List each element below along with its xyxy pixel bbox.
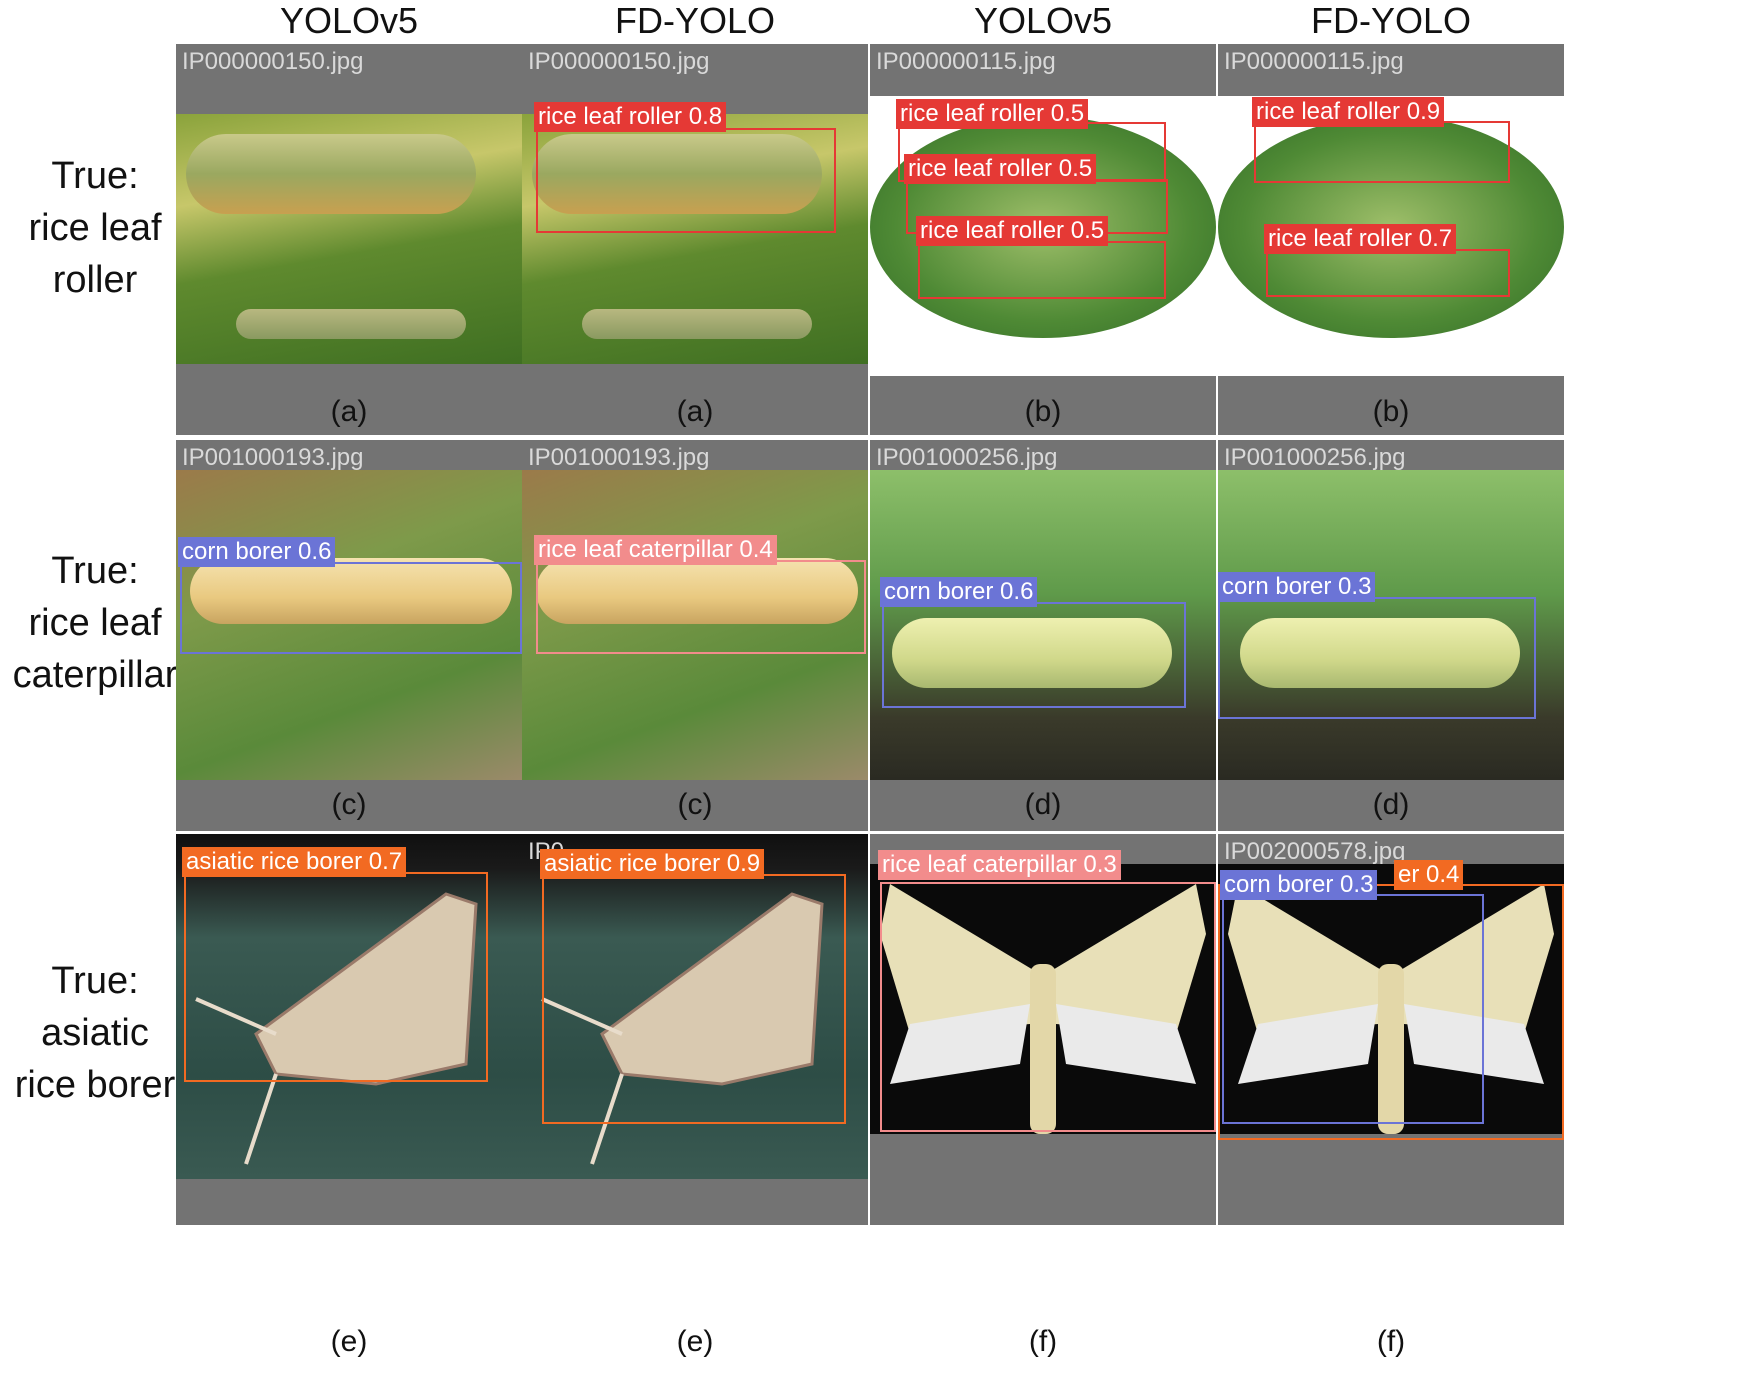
detection-label: rice leaf roller 0.7 — [1264, 224, 1457, 254]
moth-image — [541, 892, 824, 1165]
caption: (e) — [676, 1325, 714, 1358]
caption: (d) — [1024, 788, 1062, 821]
panel-c-yolov5: IP001000193.jpg corn borer 0.6 — [176, 440, 522, 831]
file-name: IP000000150.jpg — [182, 48, 364, 75]
row-label-line: rice borer — [14, 1064, 176, 1106]
larva — [892, 618, 1172, 688]
detection-label: corn borer 0.6 — [178, 537, 336, 567]
detection-label: asiatic rice borer 0.9 — [540, 849, 765, 879]
detection-label: rice leaf caterpillar 0.3 — [878, 850, 1121, 880]
file-name: IP001000256.jpg — [876, 444, 1058, 471]
photo — [870, 864, 1216, 1134]
detection-box — [1266, 249, 1510, 297]
panel-f-fdyolo: IP002000578.jpg er 0.4 corn borer 0.3 — [1218, 834, 1564, 1225]
caption: (a) — [330, 395, 368, 428]
larva — [532, 134, 822, 214]
file-name: IP001000193.jpg — [528, 444, 710, 471]
detection-label: rice leaf roller 0.8 — [534, 102, 727, 132]
detection-label: asiatic rice borer 0.7 — [182, 847, 407, 877]
row-label-line: rice leaf — [28, 602, 162, 644]
detection-label: er 0.4 — [1394, 860, 1464, 890]
detection-box — [918, 241, 1166, 299]
detection-box — [184, 872, 488, 1082]
row-label-rice-leaf-roller: True: rice leaf roller — [0, 150, 190, 306]
row-label-line: True: — [51, 155, 139, 197]
detection-label: rice leaf roller 0.5 — [904, 154, 1097, 184]
moth-image — [1228, 884, 1554, 1134]
caption: (a) — [676, 395, 714, 428]
panel-f-yolov5: rice leaf caterpillar 0.3 — [870, 834, 1216, 1225]
photo — [176, 470, 522, 780]
column-header-yolov5-right: YOLOv5 — [973, 0, 1113, 41]
file-name: IP002000578.jpg — [1224, 838, 1406, 865]
detection-box — [180, 562, 522, 654]
detection-box — [1218, 884, 1564, 1140]
caption: (c) — [677, 788, 713, 821]
detection-box — [1254, 121, 1510, 183]
detection-box — [882, 602, 1186, 708]
panel-e-yolov5: asiatic rice borer 0.7 — [176, 834, 522, 1225]
larva — [536, 558, 858, 624]
file-name: IP001000256.jpg — [1224, 444, 1406, 471]
photo — [870, 470, 1216, 780]
panel-d-fdyolo: IP001000256.jpg corn borer 0.3 — [1218, 440, 1564, 831]
panel-a-fdyolo: IP000000150.jpg rice leaf roller 0.8 — [522, 44, 868, 435]
photo — [1218, 470, 1564, 780]
row-label-line: True: — [51, 550, 139, 592]
detection-label: corn borer 0.3 — [1220, 870, 1378, 900]
moth-image — [880, 884, 1206, 1134]
detection-label: rice leaf caterpillar 0.4 — [534, 535, 777, 565]
detection-label: corn borer 0.3 — [1218, 572, 1376, 602]
caption: (b) — [1024, 395, 1062, 428]
file-name: IP000000115.jpg — [876, 48, 1056, 75]
file-name: IP000000150.jpg — [528, 48, 710, 75]
row-label-rice-leaf-caterpillar: True: rice leaf caterpillar — [0, 545, 190, 701]
row-label-line: caterpillar — [12, 654, 178, 696]
larva — [582, 309, 812, 339]
photo — [522, 834, 868, 1179]
larva — [1240, 618, 1520, 688]
photo — [522, 470, 868, 780]
row-label-line: True: — [51, 960, 139, 1002]
caption: (e) — [330, 1325, 368, 1358]
panel-d-yolov5: IP001000256.jpg corn borer 0.6 — [870, 440, 1216, 831]
panel-b-fdyolo: IP000000115.jpg rice leaf roller 0.9 ric… — [1218, 44, 1564, 435]
column-header-fdyolo-right: FD-YOLO — [1310, 0, 1471, 41]
panel-a-yolov5: IP000000150.jpg — [176, 44, 522, 435]
file-name: IP000000115.jpg — [1224, 48, 1404, 75]
column-header-yolov5-left: YOLOv5 — [279, 0, 419, 41]
larva — [190, 558, 512, 624]
detection-label: rice leaf roller 0.9 — [1252, 97, 1445, 127]
panel-c-fdyolo: IP001000193.jpg rice leaf caterpillar 0.… — [522, 440, 868, 831]
detection-label: rice leaf roller 0.5 — [896, 99, 1089, 129]
panel-e-fdyolo: IP0 asiatic rice borer 0.9 — [522, 834, 868, 1225]
moth-image — [195, 892, 478, 1165]
caption: (f) — [1376, 1325, 1406, 1358]
larva — [236, 309, 466, 339]
photo — [522, 114, 868, 364]
caption: (d) — [1372, 788, 1410, 821]
caption: (b) — [1372, 395, 1410, 428]
row-label-line: rice leaf — [28, 207, 162, 249]
detection-box — [536, 128, 836, 233]
detection-box — [880, 882, 1216, 1132]
caption: (c) — [331, 788, 367, 821]
row-label-line: asiatic — [41, 1012, 149, 1054]
detection-box — [536, 560, 866, 654]
larva — [186, 134, 476, 214]
detection-label: rice leaf roller 0.5 — [916, 216, 1109, 246]
panel-b-yolov5: IP000000115.jpg rice leaf roller 0.5 ric… — [870, 44, 1216, 435]
row-label-asiatic-rice-borer: True: asiatic rice borer — [0, 955, 190, 1111]
caption: (f) — [1028, 1325, 1058, 1358]
row-label-line: roller — [52, 259, 138, 301]
detection-box — [1218, 597, 1536, 719]
photo — [176, 834, 522, 1179]
detection-box — [542, 874, 846, 1124]
file-name: IP001000193.jpg — [182, 444, 364, 471]
column-header-fdyolo-left: FD-YOLO — [614, 0, 775, 41]
photo — [1218, 864, 1564, 1134]
detection-box — [1222, 894, 1484, 1124]
photo — [176, 114, 522, 364]
detection-label: corn borer 0.6 — [880, 577, 1038, 607]
